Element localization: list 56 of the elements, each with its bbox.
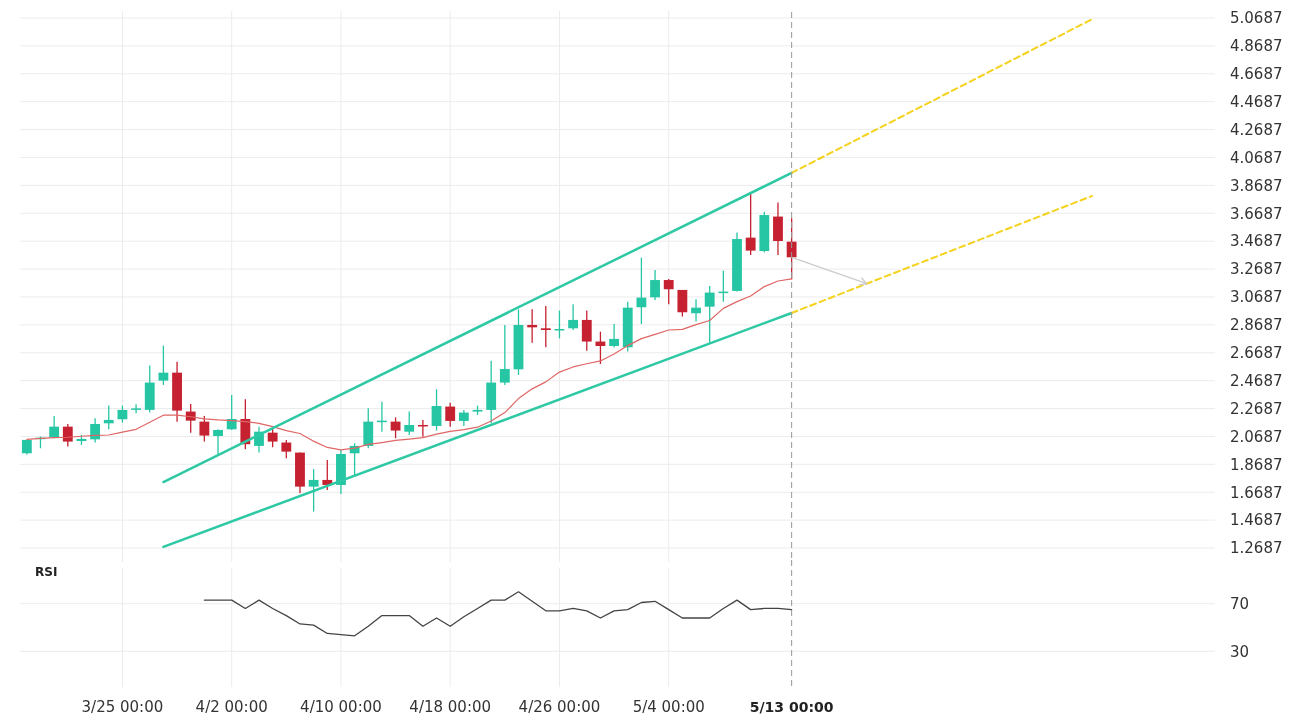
candlestick <box>404 410 415 436</box>
x-tick-label: 4/18 00:00 <box>409 698 492 716</box>
y-tick-label: 4.2687 <box>1230 120 1283 139</box>
y-tick-label: 5.0687 <box>1230 9 1283 28</box>
y-tick-label: 4.0687 <box>1230 148 1283 167</box>
x-tick-label: 5/4 00:00 <box>632 698 705 716</box>
candlestick <box>131 403 141 414</box>
candlestick <box>554 309 565 339</box>
y-tick-label: 3.2687 <box>1230 260 1283 279</box>
candlestick <box>609 323 619 348</box>
candlestick <box>199 415 210 443</box>
y-tick-label: 70 <box>1230 594 1250 613</box>
chart-title: RSI <box>35 565 58 579</box>
y-tick-label: 3.8687 <box>1230 176 1283 195</box>
y-tick-label: 2.4687 <box>1230 371 1283 390</box>
candlestick <box>745 192 756 256</box>
x-tick-label: 4/10 00:00 <box>300 698 382 716</box>
candlestick <box>677 289 688 318</box>
candlestick <box>213 428 223 455</box>
candlestick <box>691 298 701 323</box>
x-tick-label: 3/25 00:00 <box>81 698 164 716</box>
y-tick-label: 1.2687 <box>1230 539 1283 558</box>
y-tick-label: 2.8687 <box>1230 316 1283 335</box>
candlestick <box>281 439 292 459</box>
candlestick <box>158 344 169 386</box>
y-tick-label: 4.4687 <box>1230 92 1283 111</box>
candlestick <box>499 324 510 386</box>
x-tick-label: 4/2 00:00 <box>195 698 268 716</box>
candlestick <box>390 416 401 439</box>
y-tick-label: 2.2687 <box>1230 399 1283 418</box>
candlestick <box>308 468 319 513</box>
line-series <box>203 591 793 637</box>
candlestick <box>431 388 442 432</box>
ref-line-label: 5/13 00:00 <box>749 699 834 715</box>
y-tick-label: 30 <box>1230 642 1250 661</box>
y-tick-label: 1.8687 <box>1230 455 1283 474</box>
y-tick-label: 4.6687 <box>1230 65 1283 84</box>
y-tick-label: 1.4687 <box>1230 511 1283 530</box>
candlestick <box>540 305 551 348</box>
y-tick-label: 4.8687 <box>1230 37 1283 56</box>
candlestick <box>581 309 592 352</box>
y-tick-label: 1.6687 <box>1230 483 1283 502</box>
candlestick <box>636 257 647 325</box>
candlestick <box>663 278 674 305</box>
y-tick-label: 2.6687 <box>1230 344 1283 363</box>
candlestick <box>445 402 456 428</box>
x-tick-label: 4/26 00:00 <box>518 698 601 716</box>
y-tick-label: 2.0687 <box>1230 427 1283 446</box>
y-tick-label: 3.0687 <box>1230 288 1283 307</box>
candlestick <box>568 303 579 331</box>
candlestick <box>103 404 114 430</box>
candlestick <box>267 427 278 448</box>
candlestick <box>62 423 73 448</box>
y-tick-label: 3.6687 <box>1230 204 1283 223</box>
candlestick <box>650 269 660 301</box>
y-tick-label: 3.4687 <box>1230 232 1283 251</box>
